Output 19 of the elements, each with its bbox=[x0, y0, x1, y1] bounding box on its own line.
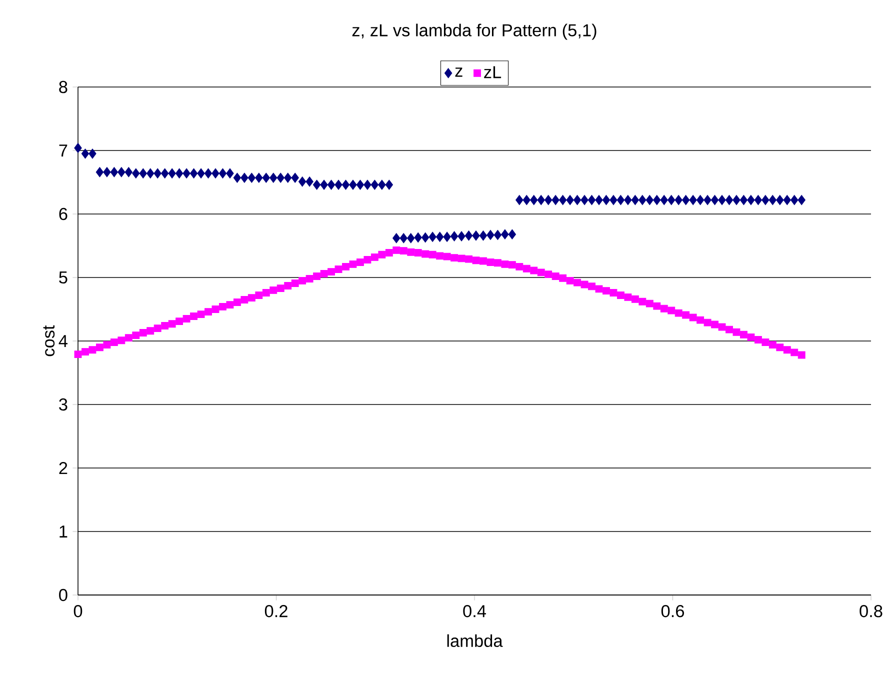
x-tick-label: 0.6 bbox=[661, 605, 684, 618]
x-tick-label: 0.2 bbox=[264, 605, 288, 618]
y-tick-label: 1 bbox=[60, 526, 68, 538]
chart-title: z, zL vs lambda for Pattern (5,1) bbox=[352, 24, 596, 40]
x-tick-label: 0.8 bbox=[860, 605, 882, 618]
y-tick-label: 8 bbox=[59, 80, 68, 94]
y-tick-label: 0 bbox=[59, 588, 68, 602]
x-tick-label: 0 bbox=[74, 605, 82, 618]
y-axis-title: cost bbox=[43, 325, 55, 356]
y-tick-label: 3 bbox=[59, 398, 68, 411]
y-tick-label: 6 bbox=[59, 208, 68, 220]
x-tick-label: 0.4 bbox=[463, 605, 486, 618]
y-tick-label: 5 bbox=[59, 271, 68, 284]
legend-label: z bbox=[455, 68, 462, 77]
y-tick-label: 4 bbox=[58, 335, 68, 347]
legend-label: zL bbox=[484, 66, 502, 78]
y-tick-label: 7 bbox=[59, 144, 68, 156]
y-tick-label: 2 bbox=[59, 462, 68, 474]
x-axis-title: lambda bbox=[447, 634, 503, 648]
